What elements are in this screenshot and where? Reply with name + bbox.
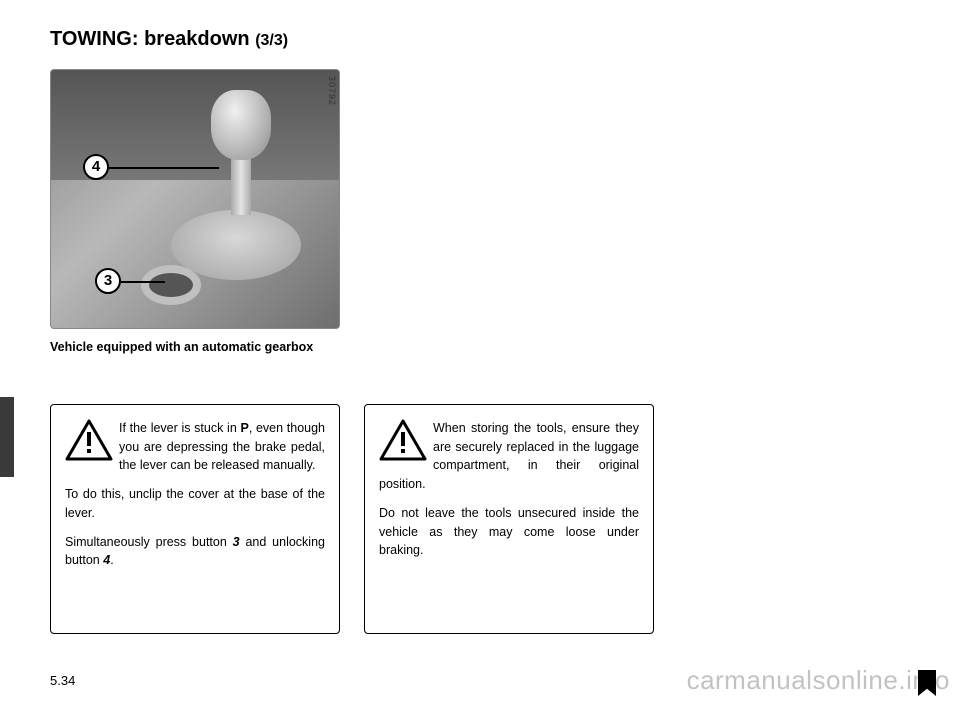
warning-icon [65,419,113,461]
warn1-p1-prefix: If the lever is stuck in [119,421,240,435]
warn1-p3: Simultaneously press button 3 and unlock… [65,533,325,571]
callout-3: 3 [95,268,121,294]
page-title: TOWING: breakdown (3/3) [50,28,920,51]
watermark: carmanualsonline.info [687,665,950,696]
gear-lever-figure: 4 3 30792 [50,69,340,329]
warn1-p2: To do this, unclip the cover at the base… [65,485,325,523]
page-number: 5.34 [50,673,75,688]
section-tab [0,397,14,477]
title-sub: (3/3) [255,32,288,49]
warning-box-tools: When storing the tools, ensure they are … [364,404,654,634]
warn2-p2: Do not leave the tools unsecured inside … [379,504,639,560]
callout-4: 4 [83,154,109,180]
photo-code: 30792 [327,76,337,106]
title-main: TOWING: breakdown [50,28,255,50]
warning-icon [379,419,427,461]
figure-caption: Vehicle equipped with an automatic gearb… [50,339,330,356]
warn1-p1-bold: P [240,421,248,435]
warning-box-lever: If the lever is stuck in P, even though … [50,404,340,634]
